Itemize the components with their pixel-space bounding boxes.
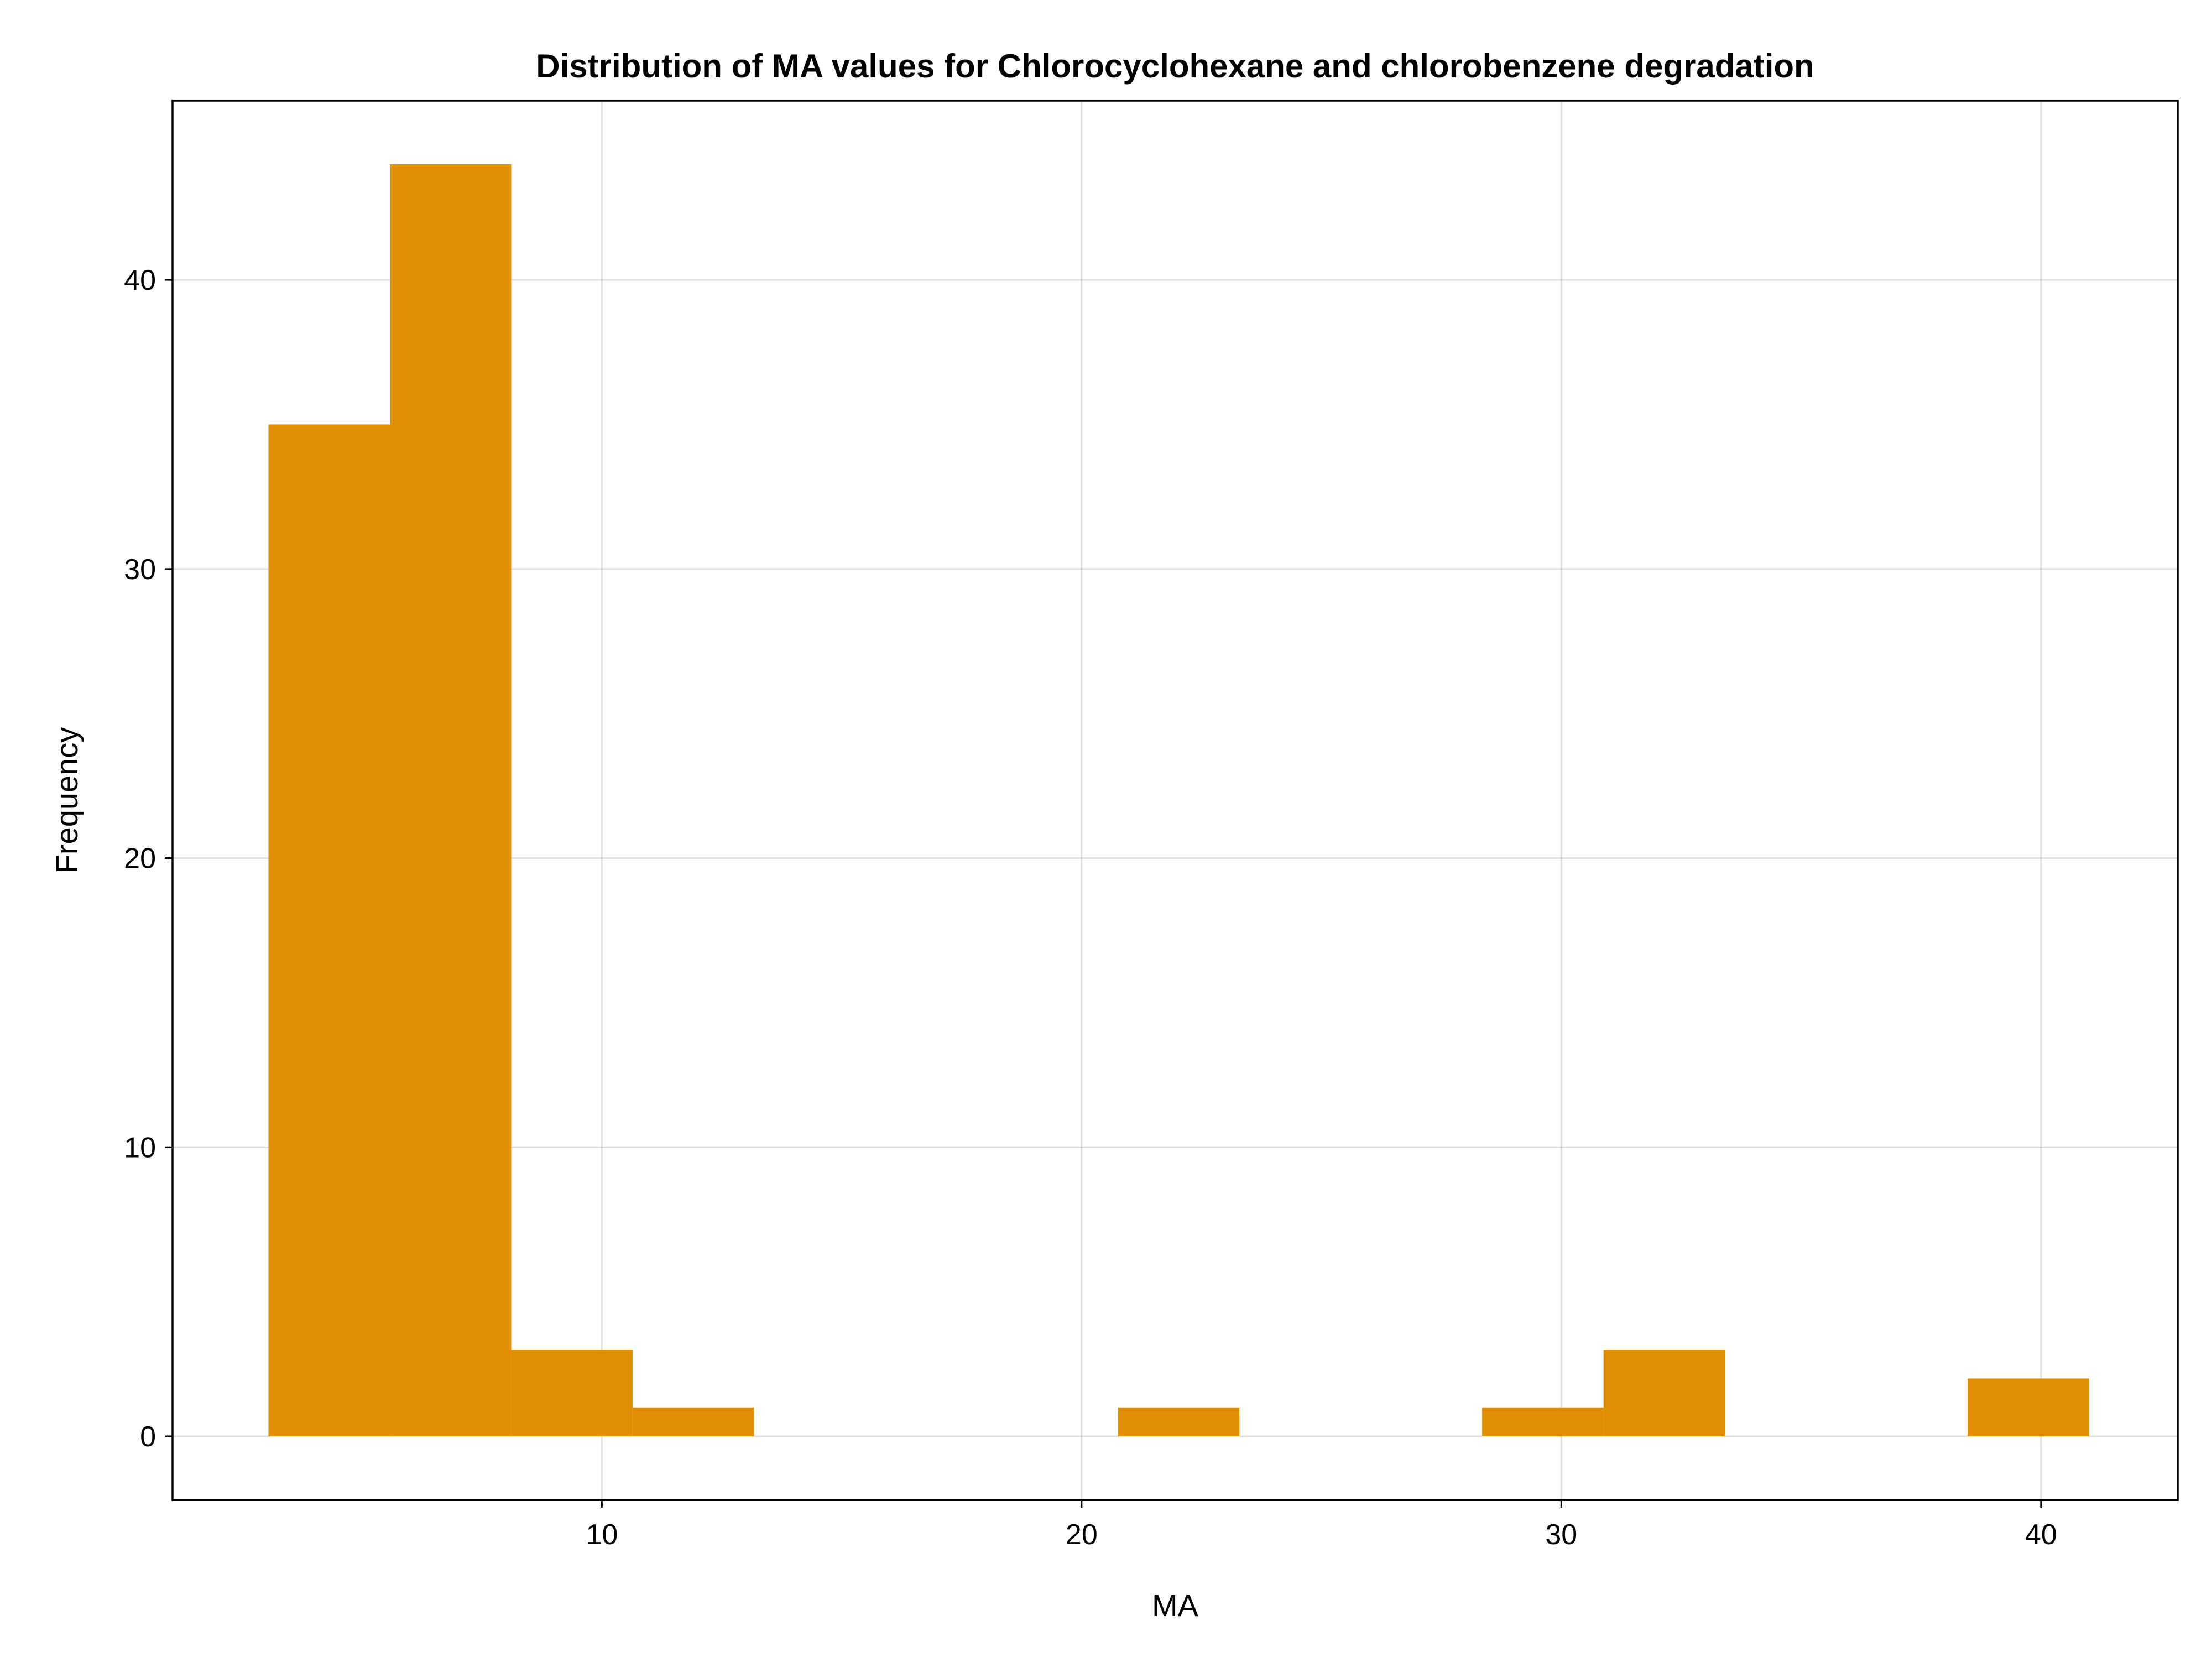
x-tick-label: 30: [1545, 1519, 1577, 1551]
histogram-bars: [268, 164, 2089, 1436]
y-tick-label: 0: [140, 1421, 156, 1453]
axis-ticks: 10 20 30 40 0 10 20 30 40: [124, 264, 2057, 1551]
histogram-bar: [1118, 1407, 1240, 1436]
histogram-bar: [389, 164, 512, 1436]
histogram-bar: [1968, 1378, 2089, 1436]
histogram-bar: [511, 1350, 633, 1436]
y-tick-label: 30: [124, 554, 156, 586]
y-tick-label: 10: [124, 1132, 156, 1164]
x-tick-label: 20: [1066, 1519, 1098, 1551]
histogram-bar: [632, 1407, 754, 1436]
x-tick-label: 10: [586, 1519, 618, 1551]
histogram-bar: [1482, 1407, 1604, 1436]
y-tick-label: 20: [124, 843, 156, 875]
y-tick-label: 40: [124, 264, 156, 296]
plot-frame: [171, 100, 2179, 1501]
y-axis-label: Frequency: [49, 727, 84, 874]
chart-title: Distribution of MA values for Chlorocycl…: [536, 48, 1814, 85]
x-axis-label: MA: [1152, 1588, 1199, 1623]
histogram-bar: [1603, 1350, 1725, 1436]
x-tick-label: 40: [2025, 1519, 2057, 1551]
histogram-bar: [268, 424, 390, 1436]
